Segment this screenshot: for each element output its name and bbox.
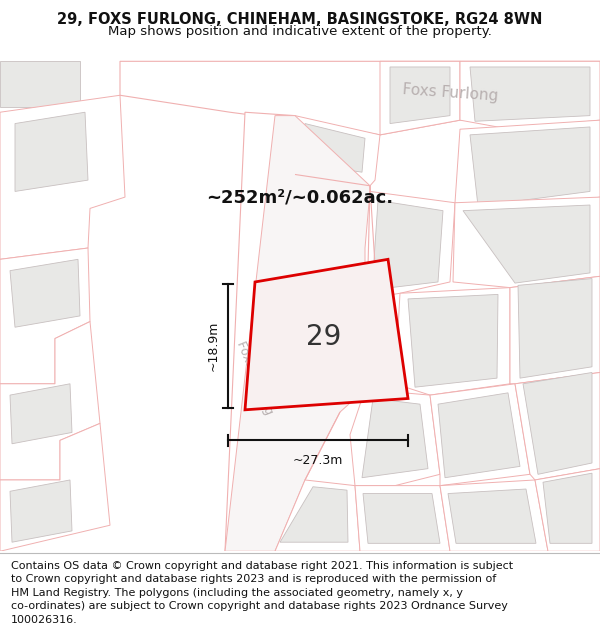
Polygon shape	[15, 112, 88, 191]
Polygon shape	[0, 321, 100, 480]
Polygon shape	[510, 276, 600, 384]
Polygon shape	[245, 259, 408, 410]
Polygon shape	[463, 205, 590, 283]
Text: to Crown copyright and database rights 2023 and is reproduced with the permissio: to Crown copyright and database rights 2…	[11, 574, 496, 584]
Polygon shape	[460, 61, 600, 129]
Polygon shape	[10, 259, 80, 328]
Text: Contains OS data © Crown copyright and database right 2021. This information is : Contains OS data © Crown copyright and d…	[11, 561, 513, 571]
Text: Foxs Furlong: Foxs Furlong	[401, 82, 499, 104]
Text: 29, FOXS FURLONG, CHINEHAM, BASINGSTOKE, RG24 8WN: 29, FOXS FURLONG, CHINEHAM, BASINGSTOKE,…	[58, 12, 542, 28]
Polygon shape	[363, 494, 440, 543]
Text: ~252m²/~0.062ac.: ~252m²/~0.062ac.	[206, 188, 394, 206]
Polygon shape	[380, 61, 460, 135]
Polygon shape	[5, 127, 80, 142]
Text: Map shows position and indicative extent of the property.: Map shows position and indicative extent…	[108, 24, 492, 38]
Polygon shape	[455, 120, 600, 214]
Polygon shape	[390, 67, 450, 124]
Polygon shape	[355, 486, 450, 551]
Polygon shape	[515, 372, 600, 480]
Polygon shape	[408, 294, 498, 387]
Polygon shape	[225, 116, 380, 551]
Polygon shape	[448, 489, 536, 543]
Polygon shape	[440, 480, 548, 551]
Text: Foxs Furlong: Foxs Furlong	[235, 339, 275, 417]
Text: ~27.3m: ~27.3m	[293, 454, 343, 467]
Polygon shape	[0, 423, 110, 551]
Polygon shape	[0, 95, 125, 259]
Polygon shape	[395, 288, 510, 395]
Polygon shape	[10, 384, 72, 444]
Polygon shape	[362, 399, 428, 478]
Polygon shape	[225, 112, 295, 551]
Polygon shape	[372, 201, 443, 290]
Polygon shape	[280, 487, 348, 542]
Polygon shape	[438, 393, 520, 478]
Polygon shape	[120, 61, 600, 135]
Polygon shape	[523, 372, 592, 474]
Polygon shape	[302, 124, 365, 172]
Polygon shape	[10, 480, 72, 542]
Text: 100026316.: 100026316.	[11, 614, 77, 624]
Polygon shape	[518, 279, 592, 378]
Polygon shape	[275, 480, 360, 551]
Polygon shape	[453, 197, 600, 288]
Polygon shape	[535, 469, 600, 551]
Polygon shape	[365, 191, 455, 299]
Polygon shape	[470, 67, 590, 121]
Text: co-ordinates) are subject to Crown copyright and database rights 2023 Ordnance S: co-ordinates) are subject to Crown copyr…	[11, 601, 508, 611]
Text: 29: 29	[307, 323, 341, 351]
Polygon shape	[470, 127, 590, 206]
Polygon shape	[430, 384, 530, 486]
Polygon shape	[0, 61, 80, 107]
Polygon shape	[543, 473, 592, 543]
Text: ~18.9m: ~18.9m	[207, 321, 220, 371]
Polygon shape	[295, 116, 380, 186]
Polygon shape	[350, 389, 440, 486]
Text: HM Land Registry. The polygons (including the associated geometry, namely x, y: HM Land Registry. The polygons (includin…	[11, 588, 463, 598]
Polygon shape	[0, 248, 90, 384]
